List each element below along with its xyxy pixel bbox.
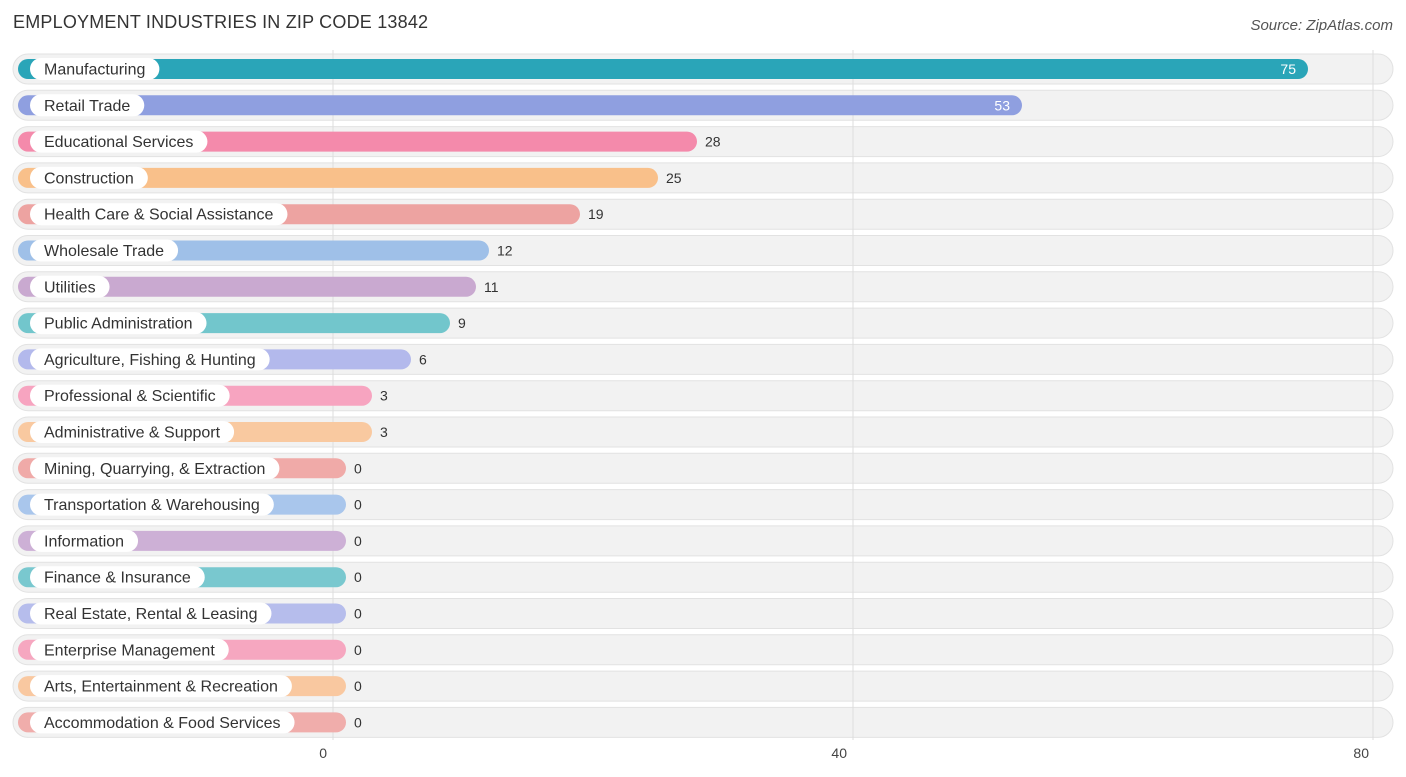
row-background xyxy=(12,706,1394,738)
value-label: 6 xyxy=(419,351,427,367)
x-tick-label: 40 xyxy=(831,745,847,761)
category-label-pill xyxy=(30,529,139,552)
bar xyxy=(18,95,1022,116)
value-label: 12 xyxy=(497,243,513,259)
category-label-pill xyxy=(30,421,235,443)
category-label: Educational Services xyxy=(44,134,193,151)
category-label: Manufacturing xyxy=(44,62,145,79)
value-label: 0 xyxy=(354,606,362,622)
category-label: Accommodation & Food Services xyxy=(44,715,281,732)
category-label-pill xyxy=(30,312,207,335)
chart-title: EMPLOYMENT INDUSTRIES IN ZIP CODE 13842 xyxy=(13,12,429,32)
bar xyxy=(18,59,1308,79)
value-label: 0 xyxy=(354,460,362,476)
value-label: 75 xyxy=(1280,61,1296,77)
x-tick-label: 0 xyxy=(319,745,327,761)
category-label: Construction xyxy=(44,170,134,187)
value-label: 19 xyxy=(588,206,604,222)
category-label-pill xyxy=(30,457,280,480)
value-label: 11 xyxy=(484,279,499,295)
category-label: Information xyxy=(44,533,124,550)
value-label: 0 xyxy=(354,533,362,549)
category-label: Real Estate, Rental & Leasing xyxy=(44,606,257,623)
value-label: 25 xyxy=(666,170,682,186)
value-label: 28 xyxy=(705,134,721,150)
category-label-pill xyxy=(30,711,295,734)
category-label-pill xyxy=(30,675,292,698)
category-label: Finance & Insurance xyxy=(44,570,191,587)
category-label: Administrative & Support xyxy=(44,425,221,442)
x-tick-label: 80 xyxy=(1353,745,1369,761)
row-background xyxy=(12,598,1394,629)
value-label: 3 xyxy=(380,424,388,440)
row-background xyxy=(12,634,1394,666)
bar xyxy=(18,276,476,297)
value-label: 9 xyxy=(458,315,466,331)
category-label-pill xyxy=(30,94,145,117)
category-label: Enterprise Management xyxy=(44,642,215,659)
category-label-pill xyxy=(30,58,160,80)
category-label-pill xyxy=(30,275,110,298)
category-label: Agriculture, Fishing & Hunting xyxy=(44,352,256,369)
row-background xyxy=(12,561,1394,593)
value-label: 0 xyxy=(354,678,362,694)
category-label: Utilities xyxy=(44,279,96,296)
category-label-pill xyxy=(30,638,229,661)
value-label: 53 xyxy=(994,97,1010,113)
category-label-pill xyxy=(30,166,148,189)
category-label: Mining, Quarrying, & Extraction xyxy=(44,461,265,478)
category-label-pill xyxy=(30,602,272,625)
chart-source: Source: ZipAtlas.com xyxy=(1250,17,1393,34)
bar xyxy=(18,167,658,188)
value-label: 0 xyxy=(354,642,362,658)
category-label-pill xyxy=(30,348,270,371)
category-label-pill xyxy=(30,130,208,153)
row-background xyxy=(12,670,1394,702)
category-label: Professional & Scientific xyxy=(44,388,216,405)
category-label: Health Care & Social Assistance xyxy=(44,207,274,224)
value-label: 0 xyxy=(354,497,362,513)
category-label: Retail Trade xyxy=(44,98,130,115)
category-label: Transportation & Warehousing xyxy=(44,497,260,514)
value-label: 0 xyxy=(354,569,362,585)
row-background xyxy=(12,452,1394,484)
row-background xyxy=(12,525,1394,557)
row-background xyxy=(12,489,1394,521)
category-label-pill xyxy=(30,203,288,226)
category-label: Wholesale Trade xyxy=(44,243,164,260)
category-label-pill xyxy=(30,384,230,407)
value-label: 3 xyxy=(380,388,388,404)
value-label: 0 xyxy=(354,714,362,730)
category-label-pill xyxy=(30,493,274,516)
category-label: Arts, Entertainment & Recreation xyxy=(44,679,278,696)
category-label: Public Administration xyxy=(44,316,193,333)
category-label-pill xyxy=(30,239,179,262)
category-label-pill xyxy=(30,566,205,589)
